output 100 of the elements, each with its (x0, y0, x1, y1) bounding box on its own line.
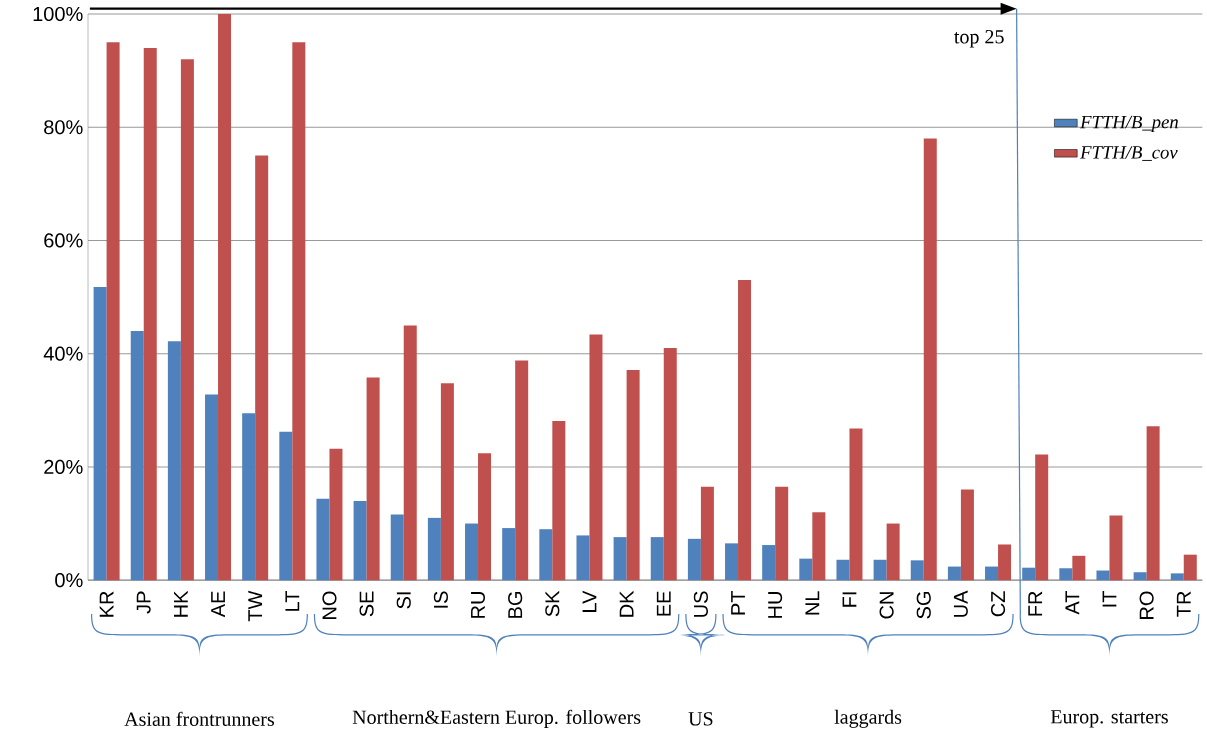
bar (687, 539, 701, 581)
x-tick-label: HK (174, 591, 188, 617)
text: laggards (834, 710, 902, 729)
text: US (688, 712, 713, 726)
x-tick-label: SG (916, 592, 931, 619)
x-tick-label: FR (1028, 591, 1043, 616)
bar (998, 544, 1012, 581)
bar (1096, 570, 1110, 581)
bar (390, 514, 404, 581)
bar (218, 14, 232, 581)
bar (775, 486, 789, 581)
x-tick-label: TW (248, 590, 263, 622)
bar (1109, 515, 1123, 581)
y-tick-label: 20% (44, 460, 83, 475)
bar (626, 370, 640, 581)
x-tick-label: UA (953, 590, 968, 618)
bar (329, 449, 343, 581)
x-tick-label: RO (1139, 591, 1154, 620)
bar (589, 334, 603, 581)
x-tick-label: HU (768, 592, 783, 619)
bar (576, 535, 590, 581)
x-tick-label: CZ (990, 591, 1006, 617)
bar (1170, 573, 1184, 581)
bar (960, 489, 974, 581)
bar (1059, 568, 1073, 581)
bar (738, 280, 752, 581)
bar (167, 341, 181, 581)
bar (910, 560, 924, 581)
text: Asian frontrunners (124, 711, 275, 727)
x-tick-label: RU (471, 592, 486, 619)
bar (143, 48, 157, 581)
x-tick-label: PT (731, 591, 745, 615)
x-tick-label: BG (508, 592, 523, 619)
annotation: top 25 (954, 30, 1004, 48)
bar (650, 537, 664, 581)
bar (700, 486, 714, 581)
bar (1133, 572, 1147, 581)
bar (762, 545, 776, 581)
x-tick-label: FI (842, 592, 857, 607)
bar (799, 558, 813, 581)
bar (1072, 556, 1086, 581)
legend-label: FTTH/B_pen (1080, 116, 1178, 133)
bar (873, 560, 887, 581)
bar (403, 325, 417, 581)
bar (465, 523, 479, 581)
x-tick-label: TR (1176, 591, 1191, 618)
bar (316, 498, 330, 581)
bar (539, 529, 553, 581)
bar (613, 537, 627, 581)
bar (106, 42, 120, 581)
bar (180, 59, 194, 581)
bar (279, 432, 293, 581)
x-tick-label: KR (99, 591, 114, 617)
x-tick-label: IS (433, 591, 448, 608)
bar (130, 331, 144, 581)
x-tick-label: NO (322, 591, 337, 620)
bar (836, 560, 850, 581)
x-tick-label: US (693, 591, 708, 618)
x-tick-label: SE (359, 591, 374, 617)
y-tick-label: 100% (33, 7, 83, 22)
x-tick-label: SK (545, 591, 560, 617)
bar (366, 377, 380, 581)
bar (849, 428, 863, 581)
bar (947, 566, 961, 581)
bar (292, 42, 306, 581)
bar (886, 523, 900, 581)
x-tick-label: NL (805, 591, 820, 615)
bar (515, 360, 529, 581)
x-tick-label: JP (136, 591, 151, 614)
bar (552, 421, 566, 581)
legend-label: FTTH/B_cov (1080, 146, 1178, 162)
x-tick-label: SI (396, 592, 411, 609)
bar (1035, 454, 1049, 581)
bar (478, 453, 492, 581)
bar (205, 394, 219, 581)
bar (1183, 554, 1197, 581)
x-tick-label: LV (582, 590, 597, 613)
bar (1146, 426, 1160, 581)
bar (255, 155, 269, 581)
bar (985, 566, 999, 581)
x-tick-label: DK (619, 591, 634, 617)
bar (427, 518, 441, 581)
y-tick-label: 80% (44, 120, 83, 135)
bar (725, 543, 739, 581)
text: Europ. starters (1050, 710, 1168, 728)
x-tick-label: CN (879, 592, 894, 619)
y-tick-label: 0% (55, 573, 83, 588)
y-tick-label: 40% (43, 346, 83, 361)
y-tick-label: 60% (44, 233, 83, 248)
bar (923, 138, 937, 581)
bar (242, 413, 256, 581)
x-tick-label: AE (211, 591, 225, 618)
x-tick-label: EE (656, 591, 671, 616)
bar (93, 287, 107, 581)
x-tick-label: LT (285, 591, 300, 612)
bar (812, 512, 826, 581)
bar (663, 348, 677, 581)
bar (353, 501, 367, 581)
bar (440, 383, 454, 581)
bar (502, 528, 516, 581)
